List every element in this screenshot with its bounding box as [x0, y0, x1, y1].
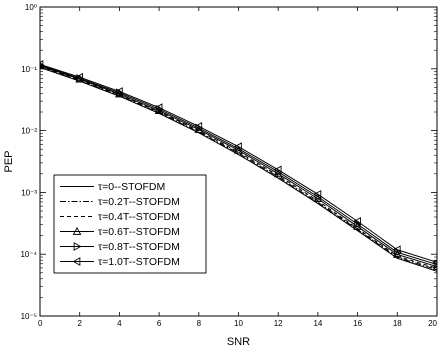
data-point	[432, 262, 437, 270]
legend-label: τ=0.2T--STOFDM	[98, 196, 180, 208]
y-tick-label: 10⁻⁵	[21, 312, 37, 321]
legend-entry: τ=0.8T--STOFDM	[60, 241, 180, 253]
legend-entry: τ=0.2T--STOFDM	[60, 196, 180, 208]
legend-label: τ=0.4T--STOFDM	[98, 211, 180, 223]
y-tick-label: 10⁻⁴	[20, 250, 37, 259]
legend-box	[53, 174, 207, 274]
legend-entry: τ=0--STOFDM	[60, 181, 165, 193]
data-point	[40, 59, 44, 69]
series-layer	[40, 59, 437, 272]
legend-marker	[72, 257, 81, 266]
data-point	[353, 222, 362, 230]
data-point	[116, 88, 124, 98]
data-point	[354, 219, 363, 229]
x-tick-label: 2	[77, 319, 82, 328]
data-point	[154, 103, 163, 113]
data-point	[194, 122, 203, 131]
data-point	[433, 260, 437, 269]
legend: τ=0--STOFDM τ=0.2T--STOFDM τ=0.4T--STOFDM τ…	[53, 174, 207, 274]
series-line	[40, 63, 437, 263]
series-5	[40, 59, 437, 265]
x-tick-label: 8	[197, 319, 202, 328]
tick-layer: 0 2 4 6 8 10 12 14 16 18 20 10⁰ 10⁻¹ 10⁻² 10⁻³ 10⁻⁴ 10⁻⁵	[20, 3, 437, 328]
x-tick-label: 20	[428, 319, 437, 328]
x-axis-label: SNR	[227, 336, 250, 348]
data-point	[393, 248, 402, 257]
data-point	[114, 87, 123, 96]
series-1	[40, 66, 437, 271]
legend-label: τ=0.8T--STOFDM	[98, 241, 180, 253]
legend-label: τ=1.0T--STOFDM	[98, 256, 180, 268]
data-point	[273, 165, 282, 175]
legend-entry: τ=0.6T--STOFDM	[60, 226, 180, 238]
x-tick-label: 18	[393, 319, 402, 328]
series-0	[40, 67, 437, 272]
series-2	[40, 66, 437, 269]
y-tick-label: 10⁻³	[21, 188, 37, 197]
series-line	[40, 67, 437, 272]
series-line	[40, 66, 437, 271]
legend-marker	[73, 242, 82, 251]
data-point	[392, 249, 402, 258]
series-line	[40, 66, 437, 269]
x-tick-label: 0	[38, 319, 43, 328]
legend-entry: τ=0.4T--STOFDM	[60, 211, 180, 223]
y-axis-label: PEP	[3, 150, 15, 172]
x-tick-label: 14	[313, 319, 322, 328]
data-point	[353, 216, 361, 226]
y-tick-label: 10⁰	[25, 3, 37, 12]
y-tick-label: 10⁻¹	[21, 65, 37, 74]
x-tick-label: 4	[117, 319, 122, 328]
legend-marker	[72, 226, 82, 235]
data-point	[75, 72, 84, 82]
data-point	[76, 74, 85, 83]
x-tick-label: 10	[234, 319, 243, 328]
data-point	[392, 245, 401, 255]
data-point	[313, 189, 322, 199]
legend-entry: τ=1.0T--STOFDM	[60, 256, 180, 268]
x-tick-label: 12	[274, 319, 283, 328]
x-tick-label: 16	[353, 319, 362, 328]
legend-label: τ=0--STOFDM	[98, 181, 165, 193]
y-tick-label: 10⁻²	[21, 127, 37, 136]
x-tick-label: 6	[157, 319, 162, 328]
legend-label: τ=0.6T--STOFDM	[98, 226, 180, 238]
data-point	[233, 142, 242, 152]
